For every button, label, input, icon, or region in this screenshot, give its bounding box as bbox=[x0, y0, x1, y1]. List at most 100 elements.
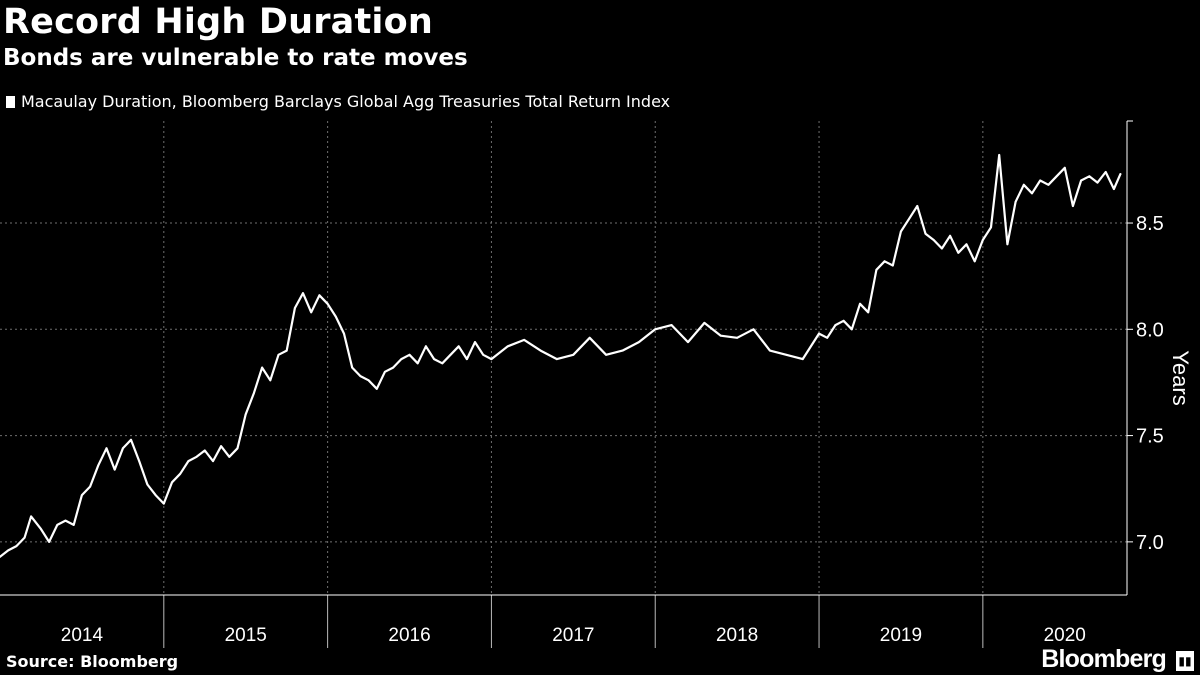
data-point bbox=[146, 483, 149, 486]
data-point bbox=[23, 536, 26, 539]
data-point bbox=[1039, 179, 1042, 182]
data-point bbox=[1119, 173, 1122, 176]
data-point bbox=[1055, 175, 1058, 178]
data-point bbox=[482, 353, 485, 356]
data-point bbox=[801, 358, 804, 360]
data-point bbox=[244, 413, 247, 416]
data-point bbox=[228, 455, 231, 458]
x-tick-label: 2017 bbox=[552, 625, 594, 646]
data-point bbox=[236, 447, 239, 450]
data-point bbox=[203, 449, 206, 452]
data-point bbox=[875, 268, 878, 271]
data-point bbox=[392, 366, 395, 369]
legend: Macaulay Duration, Bloomberg Barclays Gl… bbox=[6, 92, 670, 111]
data-point bbox=[932, 239, 935, 241]
data-point bbox=[343, 332, 345, 335]
data-point bbox=[1112, 188, 1115, 190]
data-point bbox=[842, 319, 845, 322]
data-point bbox=[752, 328, 755, 331]
data-point bbox=[302, 292, 304, 295]
data-point bbox=[154, 494, 157, 496]
data-point bbox=[834, 324, 837, 326]
data-point bbox=[1104, 171, 1107, 173]
data-point bbox=[261, 366, 263, 369]
data-point bbox=[30, 515, 33, 518]
data-point bbox=[891, 264, 894, 267]
data-point bbox=[768, 349, 771, 352]
data-point bbox=[965, 243, 968, 246]
data-point bbox=[277, 353, 280, 356]
data-point bbox=[654, 328, 657, 331]
data-point bbox=[539, 349, 542, 352]
data-point bbox=[105, 447, 108, 450]
data-point bbox=[293, 307, 296, 309]
data-point bbox=[572, 353, 575, 356]
x-tick-label: 2018 bbox=[716, 625, 758, 646]
data-point bbox=[506, 345, 509, 348]
data-point bbox=[916, 205, 919, 207]
y-tick-label: 7.0 bbox=[1136, 532, 1164, 554]
chart-title: Record High Duration bbox=[3, 2, 433, 42]
data-point bbox=[64, 519, 67, 522]
data-point bbox=[1080, 179, 1083, 182]
data-point bbox=[171, 481, 173, 484]
data-point bbox=[981, 239, 984, 241]
data-point bbox=[441, 362, 444, 365]
data-point bbox=[523, 339, 526, 341]
data-point bbox=[433, 358, 435, 360]
data-point bbox=[81, 494, 83, 496]
legend-label: Macaulay Duration, Bloomberg Barclays Gl… bbox=[21, 92, 671, 111]
data-point bbox=[867, 311, 870, 314]
data-point bbox=[326, 302, 329, 305]
legend-swatch-icon bbox=[6, 95, 15, 108]
data-point bbox=[187, 460, 190, 462]
data-point bbox=[15, 545, 18, 548]
bloomberg-logo: Bloomberg bbox=[1041, 645, 1167, 673]
data-point bbox=[687, 341, 689, 343]
x-tick-label: 2014 bbox=[61, 625, 104, 646]
data-point bbox=[949, 234, 951, 237]
data-point bbox=[408, 353, 411, 356]
data-point bbox=[384, 370, 386, 373]
data-point bbox=[588, 336, 591, 339]
data-point bbox=[1063, 166, 1066, 169]
data-point bbox=[457, 345, 460, 348]
data-point bbox=[425, 345, 427, 348]
data-point bbox=[1072, 205, 1074, 207]
data-point bbox=[220, 445, 223, 448]
chart-subtitle: Bonds are vulnerable to rate moves bbox=[3, 45, 468, 71]
data-point bbox=[89, 485, 91, 488]
y-tick-label: 8.0 bbox=[1136, 319, 1164, 341]
data-point bbox=[900, 230, 902, 233]
data-point bbox=[253, 392, 255, 394]
data-point bbox=[138, 460, 141, 462]
data-point bbox=[957, 251, 960, 254]
data-point bbox=[940, 247, 943, 250]
y-tick-label: 8.5 bbox=[1136, 213, 1164, 235]
data-point bbox=[818, 332, 820, 335]
data-point bbox=[179, 472, 182, 475]
data-point bbox=[130, 438, 132, 441]
x-tick-label: 2015 bbox=[225, 625, 267, 646]
data-point bbox=[465, 358, 468, 360]
data-point bbox=[990, 226, 992, 229]
data-point bbox=[621, 349, 624, 352]
data-point bbox=[474, 341, 476, 343]
data-point bbox=[40, 528, 42, 531]
data-point bbox=[785, 353, 788, 356]
data-point bbox=[449, 353, 452, 356]
data-point bbox=[490, 358, 493, 360]
data-point bbox=[367, 379, 370, 382]
data-point bbox=[1031, 192, 1033, 195]
data-point bbox=[703, 322, 706, 324]
data-point bbox=[310, 311, 313, 314]
y-axis-label: Years bbox=[1168, 350, 1193, 405]
data-point bbox=[97, 464, 100, 467]
source-note: Source: Bloomberg bbox=[6, 652, 179, 671]
data-point bbox=[1047, 183, 1050, 186]
data-point bbox=[375, 387, 378, 390]
data-point bbox=[318, 294, 321, 297]
data-point bbox=[670, 324, 673, 326]
data-point bbox=[121, 447, 124, 450]
y-tick-label: 7.5 bbox=[1136, 426, 1164, 448]
